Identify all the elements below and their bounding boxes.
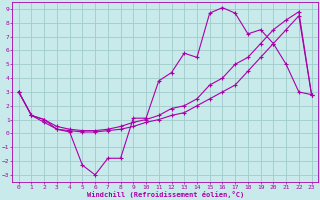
X-axis label: Windchill (Refroidissement éolien,°C): Windchill (Refroidissement éolien,°C) [86, 191, 244, 198]
